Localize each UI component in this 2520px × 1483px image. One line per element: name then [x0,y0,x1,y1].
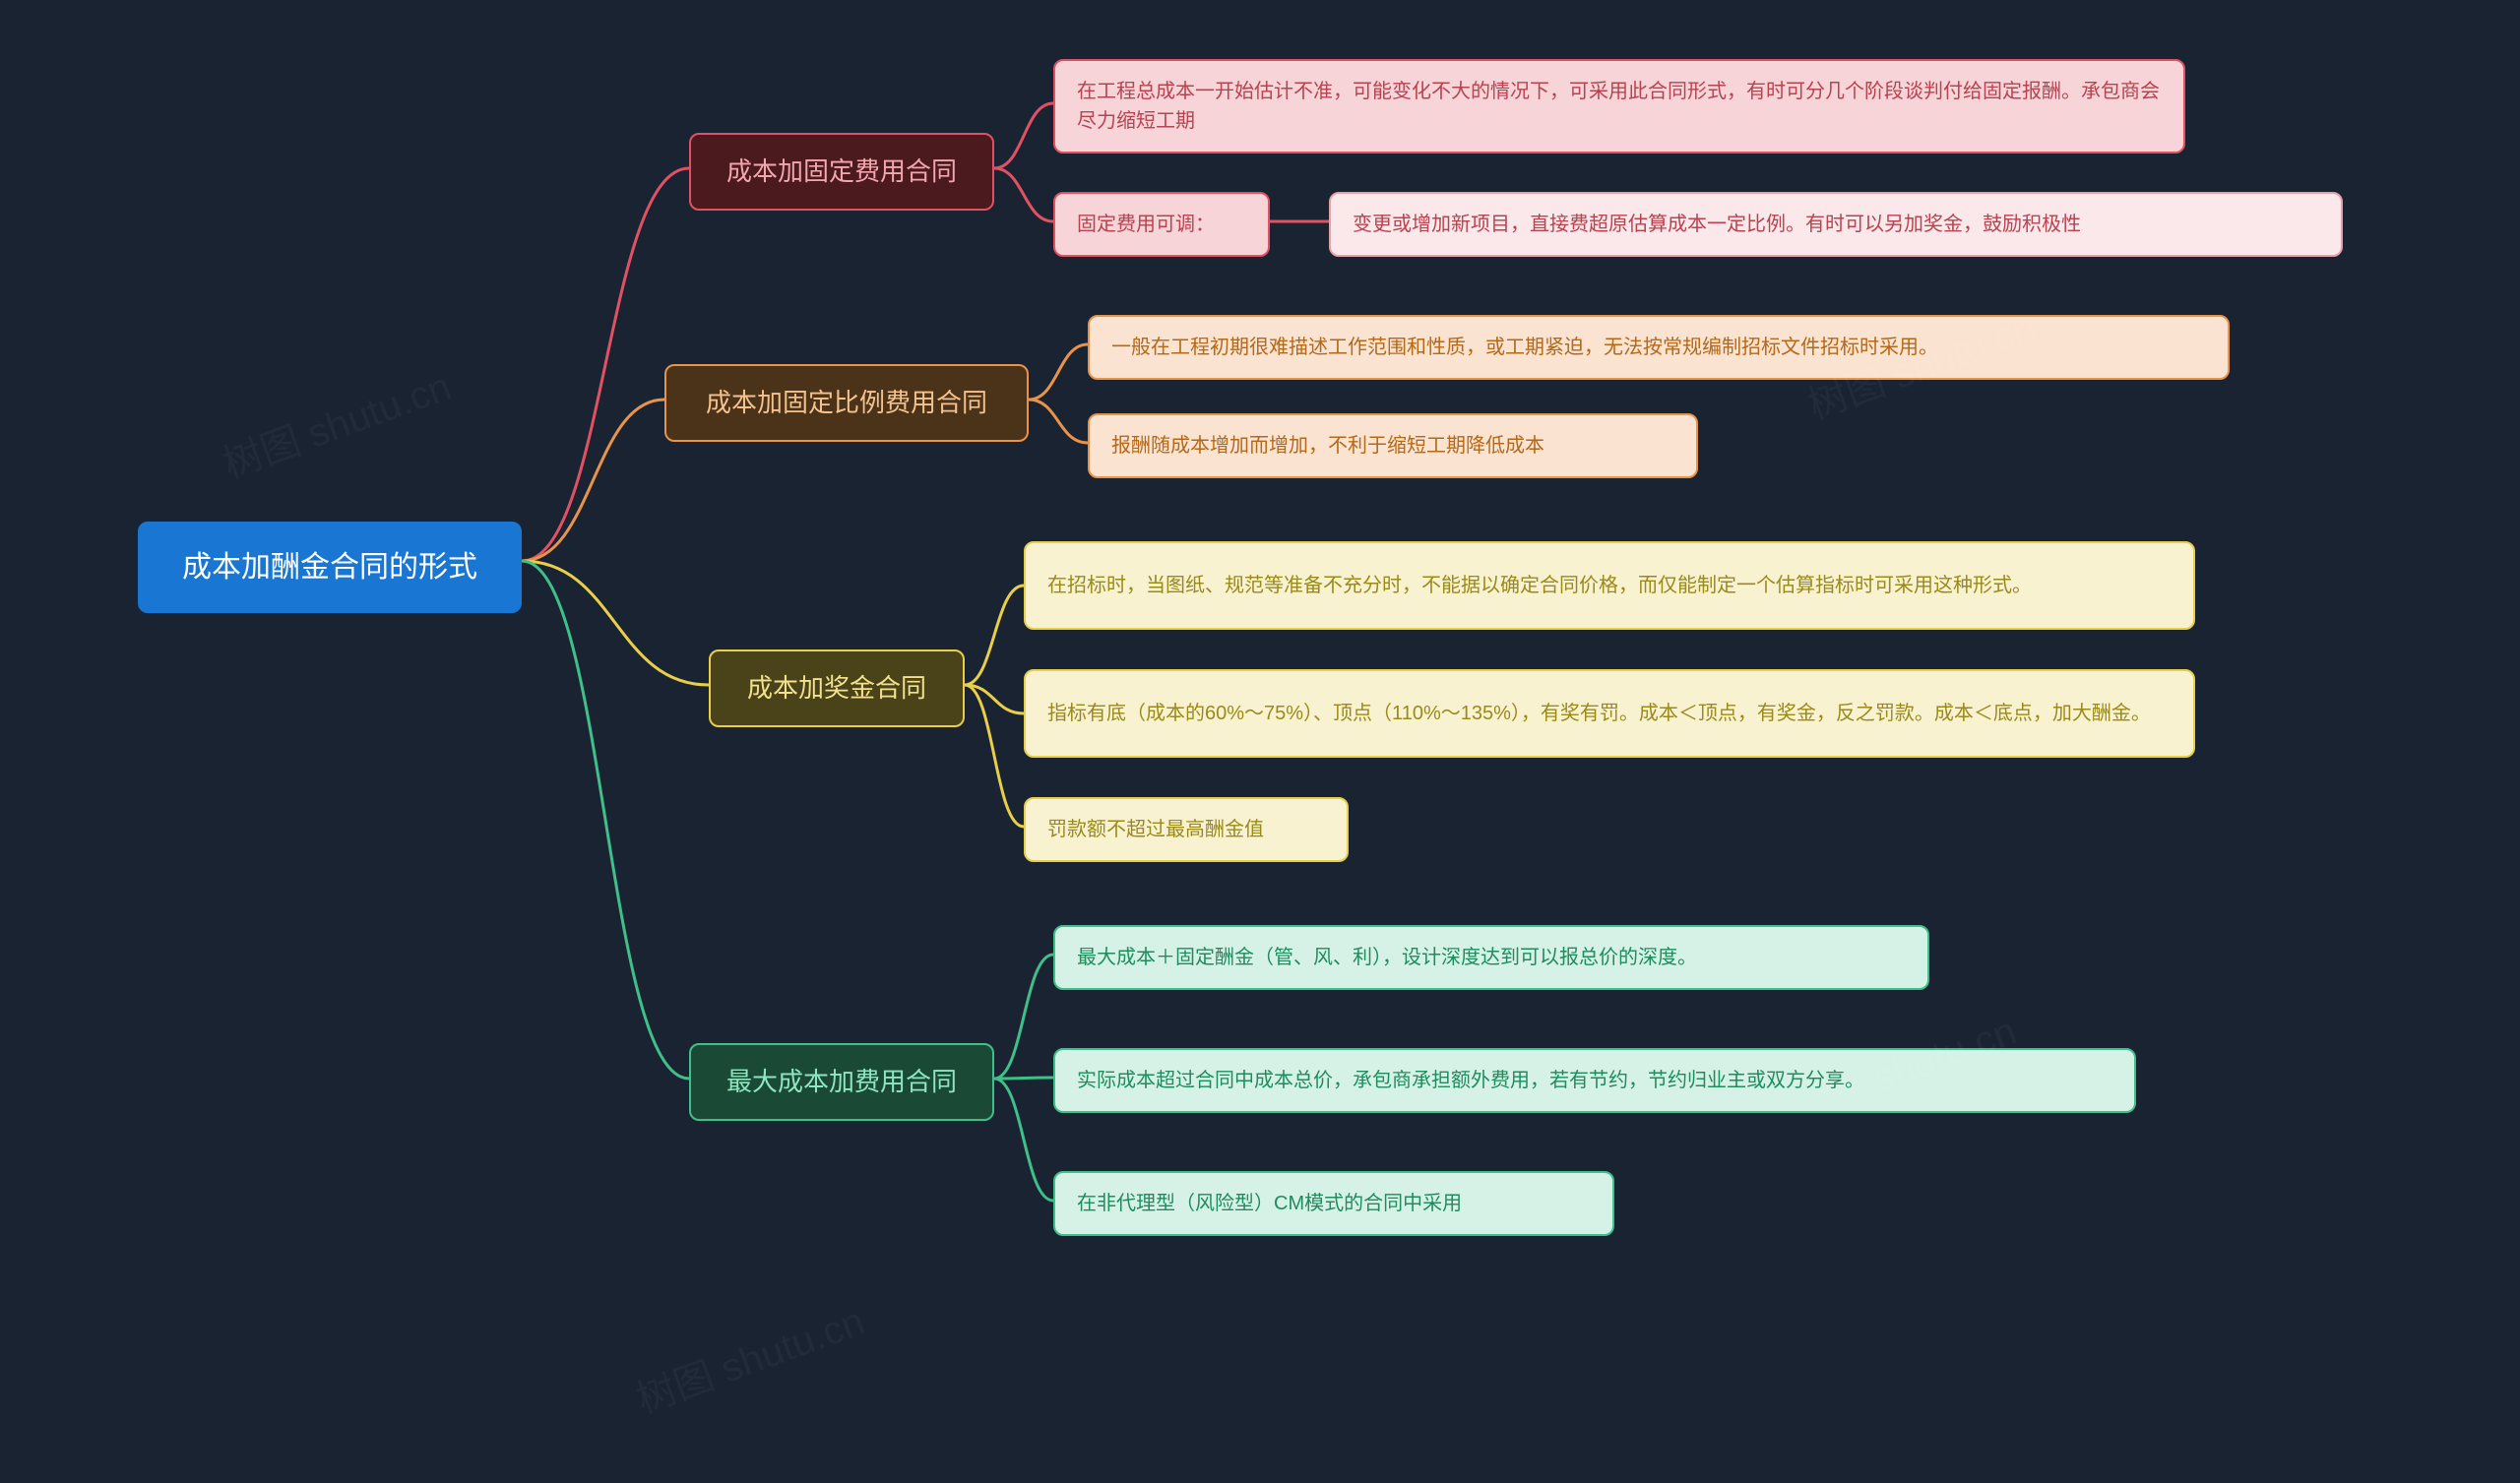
leaf-node-3-1: 实际成本超过合同中成本总价，承包商承担额外费用，若有节约，节约归业主或双方分享。 [1053,1048,2136,1113]
leaf-node-3-2: 在非代理型（风险型）CM模式的合同中采用 [1053,1171,1614,1236]
root-node: 成本加酬金合同的形式 [138,522,522,613]
leaf-node-0-0: 在工程总成本一开始估计不准，可能变化不大的情况下，可采用此合同形式，有时可分几个… [1053,59,2185,154]
leaf-node-2-0: 在招标时，当图纸、规范等准备不充分时，不能据以确定合同价格，而仅能制定一个估算指… [1024,541,2195,630]
leaf-node-0-1: 固定费用可调： [1053,192,1270,257]
leaf-node-3-0: 最大成本＋固定酬金（管、风、利），设计深度达到可以报总价的深度。 [1053,925,1929,990]
branch-node-1: 成本加固定比例费用合同 [664,364,1029,442]
watermark: 树图 shutu.cn [214,354,458,489]
leaf-node-1-0: 一般在工程初期很难描述工作范围和性质，或工期紧迫，无法按常规编制招标文件招标时采… [1088,315,2230,380]
leaf-node-2-2: 罚款额不超过最高酬金值 [1024,797,1349,862]
leaf-node-0-1-0: 变更或增加新项目，直接费超原估算成本一定比例。有时可以另加奖金，鼓励积极性 [1329,192,2343,257]
leaf-node-1-1: 报酬随成本增加而增加，不利于缩短工期降低成本 [1088,413,1698,478]
branch-node-3: 最大成本加费用合同 [689,1043,994,1121]
branch-node-2: 成本加奖金合同 [709,649,965,727]
branch-node-0: 成本加固定费用合同 [689,133,994,211]
leaf-node-2-1: 指标有底（成本的60%～75%）、顶点（110%～135%），有奖有罚。成本＜顶… [1024,669,2195,758]
watermark: 树图 shutu.cn [627,1289,871,1424]
